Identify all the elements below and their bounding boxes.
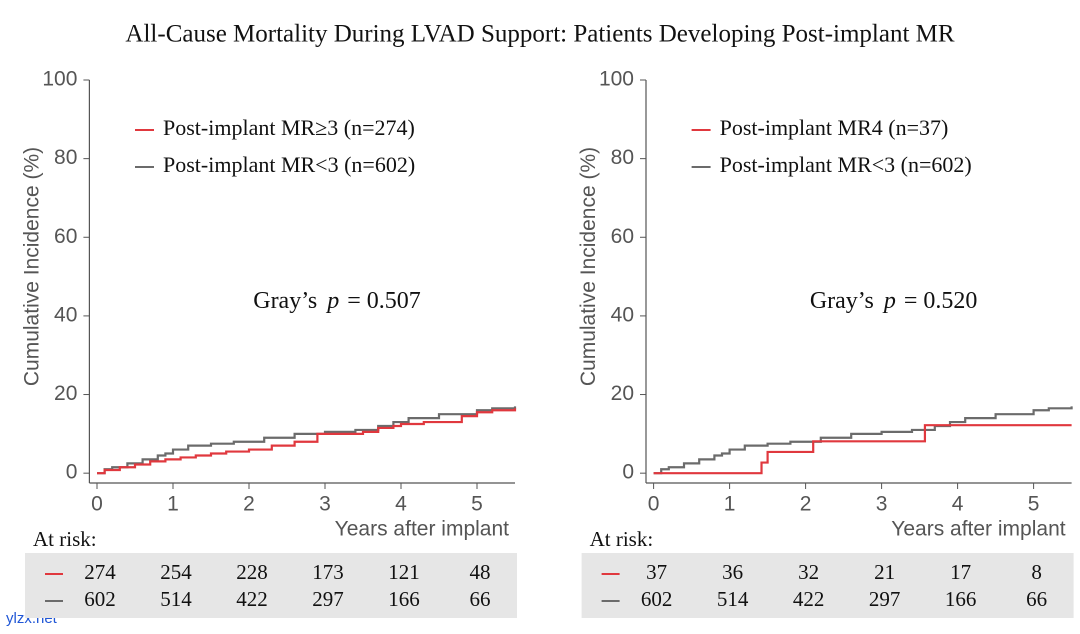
- at-risk-count: 48: [470, 560, 491, 584]
- annotation-prefix: Gray’s: [253, 288, 317, 314]
- y-axis-label: Cumulative Incidence (%): [577, 147, 600, 386]
- y-axis-label: Cumulative Incidence (%): [21, 147, 44, 386]
- x-tick-label: 3: [876, 493, 888, 516]
- y-tick-label: 80: [611, 146, 634, 169]
- x-axis-label: Years after implant: [891, 518, 1065, 541]
- x-tick-label: 4: [395, 493, 407, 516]
- y-tick-label: 100: [599, 68, 634, 91]
- at-risk-count: 228: [236, 560, 268, 584]
- y-tick-label: 20: [54, 382, 77, 405]
- step-line: [653, 406, 1073, 475]
- annotation-value: = 0.507: [347, 288, 421, 314]
- step-line: [97, 406, 517, 475]
- step-line: [97, 408, 517, 475]
- at-risk-count: 602: [84, 587, 116, 611]
- step-line: [653, 424, 1072, 475]
- y-tick-label: 80: [54, 146, 77, 169]
- legend-label: Post-implant MR4 (n=37): [720, 115, 949, 140]
- at-risk-count: 254: [160, 560, 192, 584]
- at-risk-count: 66: [1026, 587, 1047, 611]
- annotation-symbol: p: [882, 288, 896, 314]
- at-risk-count: 274: [84, 560, 116, 584]
- y-tick-label: 0: [66, 461, 78, 484]
- at-risk-count: 8: [1031, 560, 1042, 584]
- at-risk-count: 166: [388, 587, 420, 611]
- at-risk-box: [25, 553, 517, 618]
- x-tick-label: 0: [648, 493, 660, 516]
- annotation: Gray’s p = 0.507: [253, 288, 421, 314]
- annotation-symbol: p: [325, 288, 339, 314]
- at-risk-count: 297: [869, 587, 901, 611]
- x-tick-label: 2: [243, 493, 255, 516]
- annotation: Gray’s p = 0.520: [810, 288, 978, 314]
- at-risk-count: 173: [312, 560, 344, 584]
- at-risk-count: 422: [793, 587, 825, 611]
- y-tick-label: 0: [622, 461, 634, 484]
- legend-label: Post-implant MR<3 (n=602): [720, 152, 972, 177]
- at-risk-count: 602: [641, 587, 673, 611]
- y-tick-label: 40: [54, 303, 77, 326]
- x-tick-label: 5: [1028, 493, 1040, 516]
- at-risk-label: At risk:: [33, 527, 97, 551]
- legend-label: Post-implant MR≥3 (n=274): [163, 115, 415, 140]
- y-tick-label: 60: [611, 225, 634, 248]
- x-tick-label: 5: [471, 493, 483, 516]
- at-risk-count: 514: [160, 587, 192, 611]
- at-risk-count: 121: [388, 560, 420, 584]
- at-risk-count: 422: [236, 587, 268, 611]
- at-risk-count: 66: [470, 587, 491, 611]
- at-risk-count: 36: [722, 560, 743, 584]
- x-axis-label: Years after implant: [335, 518, 509, 541]
- y-tick-label: 40: [611, 303, 634, 326]
- legend-label: Post-implant MR<3 (n=602): [163, 152, 415, 177]
- x-tick-label: 1: [724, 493, 736, 516]
- x-tick-label: 3: [319, 493, 331, 516]
- y-tick-label: 20: [611, 382, 634, 405]
- at-risk-count: 21: [874, 560, 895, 584]
- at-risk-box: [581, 553, 1074, 618]
- y-tick-label: 100: [42, 68, 77, 91]
- annotation-value: = 0.520: [904, 288, 978, 314]
- at-risk-count: 32: [798, 560, 819, 584]
- figure-title: All-Cause Mortality During LVAD Support:…: [125, 21, 954, 48]
- at-risk-count: 166: [945, 587, 977, 611]
- x-tick-label: 4: [952, 493, 964, 516]
- at-risk-count: 17: [950, 560, 971, 584]
- at-risk-count: 297: [312, 587, 344, 611]
- annotation-prefix: Gray’s: [810, 288, 874, 314]
- at-risk-count: 37: [646, 560, 667, 584]
- at-risk-label: At risk:: [590, 527, 654, 551]
- x-tick-label: 0: [91, 493, 103, 516]
- x-tick-label: 1: [167, 493, 179, 516]
- at-risk-count: 514: [717, 587, 749, 611]
- y-tick-label: 60: [54, 225, 77, 248]
- x-tick-label: 2: [800, 493, 812, 516]
